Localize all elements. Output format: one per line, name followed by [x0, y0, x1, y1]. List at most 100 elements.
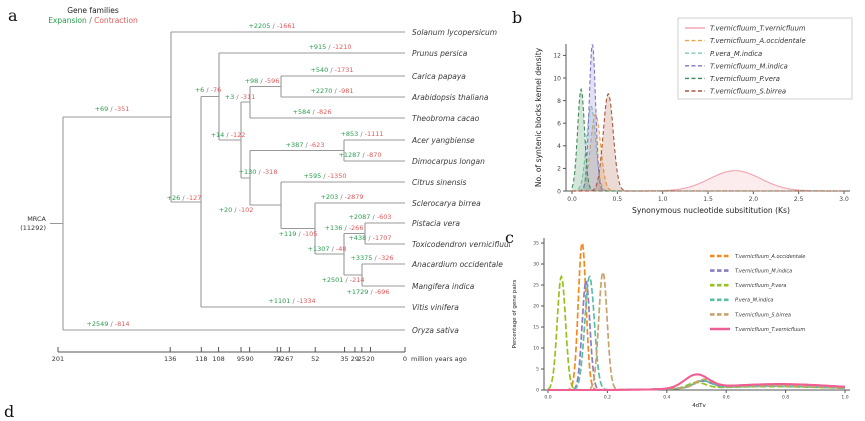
fourdtv-chart: 0.0 0.2 0.4 0.6 0.8 1.0 0 5 10 15 20 25 30 35 4dTv Perc… — [512, 238, 850, 409]
legend-label-T.vernicfluum_T.vernicfluum: T.vernicfluum_T.vernicfluum — [735, 327, 805, 333]
species-name: Vitis vinifera — [412, 303, 459, 312]
y-tick-label: 0 — [557, 188, 561, 195]
y-tick-label: 4 — [557, 143, 561, 150]
time-axis-tick-label: 95 — [237, 355, 245, 363]
gene-families-legend: Gene families Expansion / Contraction — [28, 6, 158, 26]
legend-title: Gene families — [67, 6, 119, 15]
species-name: Sclerocarya birrea — [412, 199, 481, 208]
time-axis-tick-label: 0 — [403, 355, 407, 363]
species-labels: +2205 / -1661 Solanum lycopersicum +915 / … — [86, 22, 510, 335]
tip-branch-label: +2549 / -814 — [86, 320, 129, 328]
legend-label-P.vera_M.indica: P.vera_M.indica — [735, 298, 773, 304]
y-tick-label: 0 — [536, 388, 539, 394]
branch-label: +3 / -311 — [225, 93, 256, 101]
y-tick-label: 8 — [557, 98, 561, 105]
branch-label: +69 / -351 — [95, 105, 130, 113]
panel-d-label: d — [4, 402, 15, 421]
species-name: Anacardium occidentale — [411, 260, 503, 269]
branch-label: +14 / -122 — [211, 131, 246, 139]
tip-branch-label: +584 / -826 — [293, 108, 332, 116]
x-tick-label: 0.5 — [613, 196, 623, 203]
x-tick-label: 1.5 — [703, 196, 713, 203]
species-name: Mangifera indica — [412, 282, 475, 291]
tip-branch-label: +540 / -1731 — [310, 66, 353, 74]
species-name: Dimocarpus longan — [412, 157, 485, 166]
species-name: Oryza sativa — [412, 326, 459, 335]
series-curve-P.vera_M.indica — [548, 275, 845, 391]
x-axis-label: 4dTv — [692, 403, 706, 409]
time-axis-tick-label: 136 — [164, 355, 176, 363]
y-tick-label: 25 — [533, 283, 539, 289]
tip-branch-label: +1287 / -870 — [338, 151, 381, 159]
tip-branch-label: +438 / -1707 — [348, 234, 391, 242]
branch-label: +6 / -76 — [195, 86, 222, 94]
tip-branch-label: +595 / -1350 — [303, 172, 346, 180]
legend-label-T.vernicfluum_M.indica: T.vernicfluum_M.indica — [710, 62, 788, 70]
legend-label-T.vernicfluum_A.occidentale: T.vernicfluum_A.occidentale — [710, 37, 806, 45]
x-tick-label: 2.0 — [749, 196, 759, 203]
branch-label: +1307 / -48 — [308, 245, 347, 253]
tip-branch-label: +203 / -2879 — [320, 193, 363, 201]
branch-label: +387 / -623 — [286, 141, 325, 149]
phylo-tree-panel: +69 / -351 +26 / -127 +6 / -76 +14 / -122 +3… — [20, 22, 510, 363]
series-fill-P.vera_M.indica — [572, 106, 845, 191]
x-tick-label: 1.0 — [658, 196, 668, 203]
species-name: Toxicodendron vernicifluum — [412, 240, 510, 249]
y-tick-label: 15 — [533, 325, 539, 331]
y-tick-label: 10 — [553, 75, 561, 82]
x-tick-label: 3.0 — [839, 196, 849, 203]
x-tick-label: 0.0 — [567, 196, 577, 203]
tip-branch-label: +2270 / -981 — [310, 87, 353, 95]
y-tick-label: 35 — [533, 241, 539, 247]
time-axis-tick-label: 67 — [285, 355, 293, 363]
species-name: Citrus sinensis — [412, 178, 466, 187]
series-fill-T.vernicfluum_A.occidentale — [572, 114, 845, 191]
y-tick-label: 10 — [533, 346, 539, 352]
x-tick-label: 0.8 — [782, 395, 789, 401]
tree-branches — [50, 31, 405, 331]
tip-branch-label: +3375 / -326 — [350, 254, 393, 262]
series-curve-T.vernicfluum_S.birrea — [572, 92, 844, 192]
y-tick-label: 5 — [536, 367, 539, 373]
x-tick-label: 0.0 — [544, 395, 551, 401]
time-axis-tick-label: 90 — [245, 355, 253, 363]
tip-branch-label: +915 / -1210 — [308, 43, 351, 51]
legend-label-T.vernicfluum_P.vera: T.vernicfluum_P.vera — [710, 75, 780, 83]
x-tick-label: 0.6 — [723, 395, 730, 401]
legend-label-T.vernicfluum_S.birrea: T.vernicfluum_S.birrea — [710, 88, 786, 96]
series-fill-T.vernicfluum_S.birrea — [572, 93, 845, 191]
branch-label: +26 / -127 — [167, 194, 202, 202]
legend-label-P.vera_M.indica: P.vera_M.indica — [710, 50, 762, 58]
x-tick-label: 2.5 — [794, 196, 804, 203]
legend-expansion: Expansion — [48, 16, 87, 26]
tip-branch-label: +2087 / -603 — [348, 213, 391, 221]
mrca-count: (11292) — [20, 224, 46, 232]
species-name: Theobroma cacao — [412, 114, 480, 123]
species-name: Prunus persica — [412, 49, 468, 58]
branch-label: +98 / -596 — [245, 77, 280, 85]
legend-label-T.vernicfluum_A.occidentale: T.vernicfluum_A.occidentale — [735, 254, 805, 260]
time-axis-tick-label: 35 — [340, 355, 348, 363]
species-name: Carica papaya — [412, 72, 466, 81]
species-name: Arabidopsis thaliana — [411, 93, 489, 102]
branch-label: +20 / -102 — [219, 206, 254, 214]
x-axis-label: Synonymous nucleotide subsititution (Ks) — [632, 206, 790, 215]
x-tick-label: 0.4 — [663, 395, 670, 401]
panel-b-label: b — [512, 8, 523, 27]
panel-c-label: c — [505, 228, 514, 247]
time-axis-tick-label: 25 — [358, 355, 366, 363]
series-curve-T.vernicfluum_T.vernicfluum — [548, 373, 846, 392]
mrca-label: MRCA — [27, 215, 46, 223]
legend-subtitle: Expansion / Contraction — [28, 16, 158, 26]
legend-label-T.vernicfluum_P.vera: T.vernicfluum_P.vera — [735, 283, 786, 289]
species-name: Pistacia vera — [412, 219, 460, 228]
panel-a-label: a — [8, 6, 18, 25]
time-axis-tick-label: 108 — [212, 355, 224, 363]
x-tick-label: 0.2 — [604, 395, 611, 401]
time-axis-tick-label: 201 — [52, 355, 64, 363]
time-axis-unit: million years ago — [411, 355, 467, 363]
time-axis-tick-label: 29 — [351, 355, 359, 363]
ks-density-chart: 0.0 0.5 1.0 1.5 2.0 2.5 3.0 0 2 4 6 8 10 12 Synonymous… — [534, 17, 853, 215]
